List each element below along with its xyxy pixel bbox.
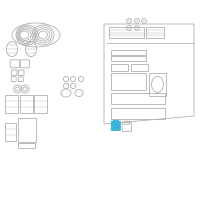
Bar xyxy=(111,108,165,119)
Bar xyxy=(5,95,18,113)
FancyBboxPatch shape xyxy=(113,120,118,123)
Bar xyxy=(5,123,16,141)
Bar xyxy=(111,93,165,104)
Bar xyxy=(111,50,146,55)
FancyBboxPatch shape xyxy=(111,121,120,131)
Bar xyxy=(18,118,36,142)
Bar xyxy=(111,56,146,61)
Bar xyxy=(146,27,164,38)
Bar xyxy=(149,73,166,96)
Bar xyxy=(131,64,148,71)
Bar xyxy=(20,95,33,113)
Bar xyxy=(111,73,146,90)
Bar xyxy=(34,95,47,113)
Bar xyxy=(18,143,35,148)
Bar xyxy=(111,64,128,71)
Bar xyxy=(109,27,144,38)
